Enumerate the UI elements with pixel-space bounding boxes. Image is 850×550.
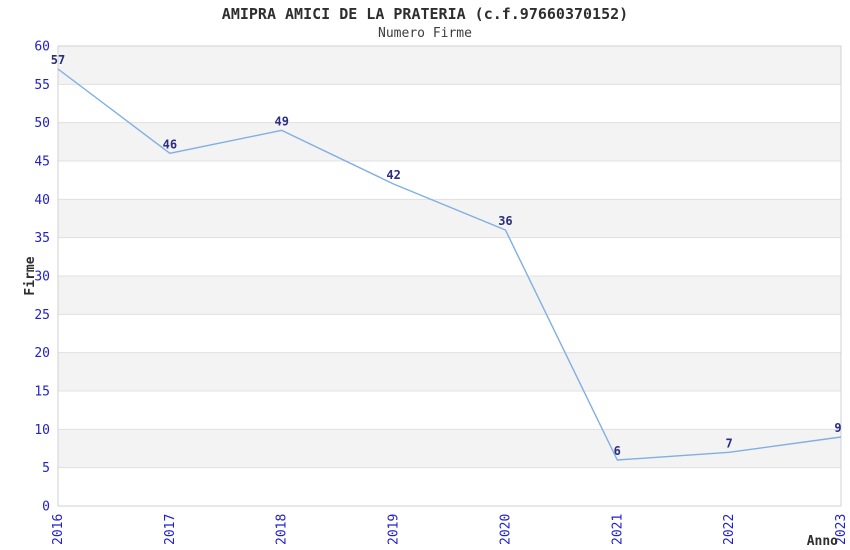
plot-band <box>58 84 841 123</box>
x-tick-label: 2021 <box>610 514 625 545</box>
x-tick-label: 2017 <box>163 514 178 545</box>
y-tick-label: 5 <box>42 461 50 476</box>
y-tick-label: 10 <box>34 423 50 438</box>
y-tick-label: 60 <box>34 40 50 55</box>
data-label: 9 <box>834 421 841 435</box>
x-tick-label: 2020 <box>498 514 513 545</box>
plot-band <box>58 276 841 315</box>
data-label: 6 <box>614 444 621 458</box>
plot-band <box>58 429 841 468</box>
x-tick-label: 2016 <box>51 514 66 545</box>
data-label: 7 <box>726 436 733 450</box>
plot-band <box>58 122 841 161</box>
chart-title: AMIPRA AMICI DE LA PRATERIA (c.f.9766037… <box>221 5 629 23</box>
y-tick-label: 50 <box>34 116 50 131</box>
x-tick-label: 2023 <box>834 514 849 545</box>
y-tick-label: 25 <box>34 308 50 323</box>
y-tick-label: 40 <box>34 193 50 208</box>
series-line <box>57 68 842 461</box>
y-tick-label: 0 <box>42 500 50 515</box>
data-label: 46 <box>163 137 177 151</box>
plot-band <box>58 161 841 200</box>
plot-band <box>58 391 841 430</box>
y-tick-label: 35 <box>34 231 50 246</box>
x-tick-label: 2018 <box>275 514 290 545</box>
x-axis-title: Anno <box>807 534 838 549</box>
data-label: 57 <box>51 53 65 67</box>
y-tick-label: 20 <box>34 346 50 361</box>
plot-band <box>58 237 841 276</box>
y-tick-label: 45 <box>34 155 50 170</box>
plot-band <box>58 314 841 353</box>
x-tick-label: 2022 <box>722 514 737 545</box>
plot-band <box>58 352 841 391</box>
x-tick-label: 2019 <box>387 514 402 545</box>
plot-band <box>58 199 841 238</box>
y-tick-label: 30 <box>34 270 50 285</box>
chart-subtitle: Numero Firme <box>378 26 472 41</box>
plot-band <box>58 467 841 506</box>
data-label: 42 <box>386 168 400 182</box>
plot-layers: 0 5 10 15 20 25 30 35 40 45 50 55 60 2016 2017 2018 2019… <box>34 40 849 546</box>
data-label: 36 <box>498 214 512 228</box>
plot-border <box>57 45 842 507</box>
y-tick-label: 15 <box>34 385 50 400</box>
data-label: 49 <box>274 114 288 128</box>
y-tick-label: 55 <box>34 78 50 93</box>
plot-band <box>58 46 841 85</box>
y-axis-title: Firme <box>23 256 38 295</box>
